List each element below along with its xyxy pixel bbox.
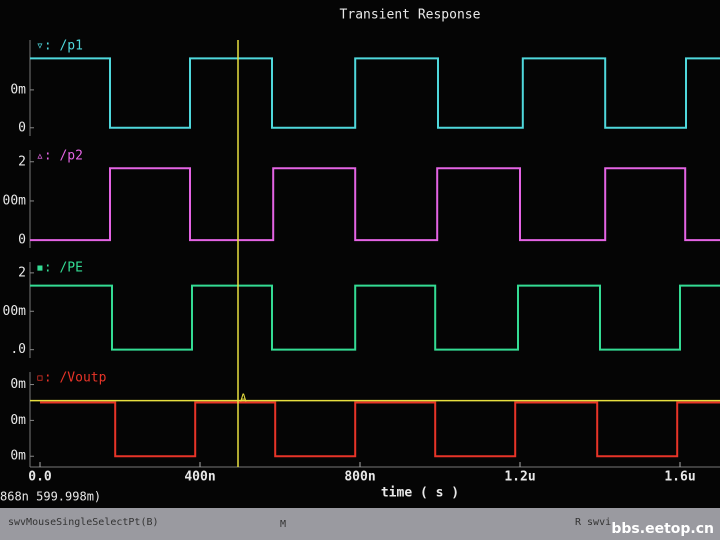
y-tick-label: 2 <box>18 265 26 280</box>
cursor-readout: 868n 599.998m) <box>0 490 101 504</box>
y-tick-label: 0m <box>10 449 26 464</box>
legend-entry: ▪: /PE <box>36 261 83 276</box>
legend-entry: ▵: /p2 <box>36 149 83 164</box>
y-tick-label: 0m <box>10 82 26 97</box>
legend-entry: ▫: /Voutp <box>36 371 107 386</box>
status-right: R swvi <box>575 517 611 528</box>
command: swvMouseSingleSelectPt(B) <box>8 517 159 528</box>
y-tick-label: 0 <box>18 120 26 135</box>
y-tick-label: 0m <box>10 377 26 392</box>
x-tick-label: 1.2u <box>504 470 535 485</box>
y-tick-label: 00m <box>3 193 27 208</box>
cursor-label: A <box>240 392 247 405</box>
x-tick-label: 400n <box>184 470 215 485</box>
x-axis-label: time ( s ) <box>381 486 459 501</box>
watermark: bbs.eetop.cn <box>611 521 714 537</box>
status-mid: M <box>280 519 286 530</box>
y-tick-label: .0 <box>10 342 26 357</box>
legend-entry: ▿: /p1 <box>36 39 83 54</box>
x-tick-label: 800n <box>344 470 375 485</box>
y-tick-label: 0 <box>18 233 26 248</box>
chart-title: Transient Response <box>340 8 481 23</box>
waveform <box>40 401 720 458</box>
x-tick-label: 1.6u <box>664 470 695 485</box>
y-tick-label: 2 <box>18 154 26 169</box>
waveform <box>30 167 720 242</box>
y-tick-label: 0m <box>10 413 26 428</box>
waveform <box>30 57 720 129</box>
x-tick-label: 0.0 <box>28 470 52 485</box>
status-bar <box>0 508 720 540</box>
waveform <box>30 284 720 351</box>
y-tick-label: 00m <box>3 304 27 319</box>
